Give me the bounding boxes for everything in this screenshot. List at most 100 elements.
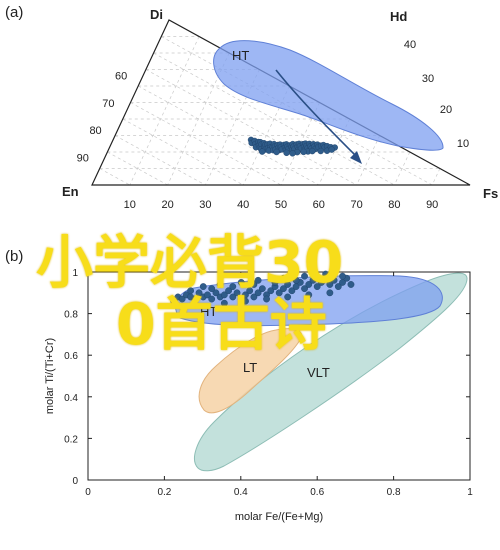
scatter-point bbox=[195, 289, 203, 297]
ternary-tick-labels: 10 20 30 40 50 60 70 80 90 60 70 80 90 10 20 30 40 bbox=[77, 39, 469, 211]
right-tick-label: 30 bbox=[422, 73, 434, 85]
y-tick-label: 1 bbox=[72, 268, 78, 279]
scatter-point bbox=[322, 270, 330, 278]
ternary-point bbox=[273, 148, 280, 156]
scatter-point bbox=[250, 293, 258, 301]
scatter-point bbox=[280, 274, 287, 282]
ternary-point bbox=[283, 149, 290, 157]
vlt-field-label: VLT bbox=[307, 365, 330, 380]
ternary-grid-line bbox=[153, 52, 395, 186]
scatter-point bbox=[258, 285, 266, 293]
left-tick-label: 90 bbox=[77, 153, 89, 165]
bottom-tick-label: 20 bbox=[161, 199, 173, 211]
bottom-tick-label: 90 bbox=[426, 199, 438, 211]
bottom-tick-label: 70 bbox=[350, 199, 362, 211]
left-tick-label: 70 bbox=[102, 98, 114, 110]
scatter-point bbox=[208, 295, 216, 303]
scatter-point bbox=[208, 285, 216, 293]
x-tick-label: 0 bbox=[85, 487, 91, 498]
scatter-point bbox=[204, 291, 211, 299]
scatter-point bbox=[280, 285, 287, 293]
lt-field bbox=[198, 328, 303, 414]
ternary-point bbox=[258, 148, 266, 155]
scatter-point bbox=[267, 287, 275, 295]
scatter-point bbox=[220, 299, 228, 307]
right-tick-label: 20 bbox=[440, 104, 452, 116]
bottom-tick-label: 10 bbox=[124, 199, 136, 211]
scatter-point bbox=[288, 287, 296, 295]
vertex-label-hd: Hd bbox=[390, 9, 407, 24]
scatter-point bbox=[220, 291, 228, 299]
x-tick-label: 0.8 bbox=[387, 487, 401, 498]
ternary-point bbox=[309, 147, 316, 155]
scatter-point bbox=[305, 281, 313, 288]
scatter-point bbox=[334, 283, 342, 290]
scatter-point bbox=[229, 283, 237, 290]
vertex-label-fs: Fs bbox=[483, 186, 498, 201]
scatter-point bbox=[191, 295, 199, 303]
scatter-point bbox=[254, 289, 262, 297]
trend-arrow-head bbox=[350, 151, 362, 164]
scatter-point bbox=[229, 293, 237, 301]
ht-field-label-b: HT bbox=[200, 304, 217, 319]
panel-label-b: (b) bbox=[5, 248, 23, 265]
trend-arrow bbox=[275, 69, 357, 157]
left-tick-label: 60 bbox=[115, 70, 127, 82]
scatter-point bbox=[271, 278, 279, 286]
y-tick-label: 0.4 bbox=[64, 393, 78, 404]
scatter-point bbox=[225, 287, 232, 295]
ternary-point bbox=[289, 150, 296, 157]
bottom-tick-label: 50 bbox=[275, 199, 287, 211]
ht-field-b bbox=[175, 275, 443, 327]
ternary-point bbox=[317, 147, 324, 155]
scatter-point bbox=[254, 276, 262, 284]
x-tick-label: 0.4 bbox=[234, 487, 248, 498]
plot-frame bbox=[87, 271, 471, 481]
y-tick-label: 0.2 bbox=[64, 434, 78, 445]
ternary-point bbox=[328, 146, 335, 153]
y-axis-label: molar Ti/(Ti+Cr) bbox=[44, 338, 56, 414]
ht-field-label: HT bbox=[232, 48, 249, 63]
x-tick-label: 0.2 bbox=[157, 487, 171, 498]
lt-field-label: LT bbox=[243, 360, 257, 375]
bottom-tick-label: 60 bbox=[313, 199, 325, 211]
y-tick-label: 0.6 bbox=[64, 351, 78, 362]
vertex-label-en: En bbox=[62, 184, 79, 199]
scatter-point bbox=[275, 289, 283, 297]
bottom-tick-label: 40 bbox=[237, 199, 249, 211]
y-tick-label: 0 bbox=[72, 476, 78, 487]
scatter-point bbox=[263, 295, 270, 303]
scatter-point bbox=[313, 283, 321, 290]
scatter-point bbox=[237, 278, 245, 286]
ternary-points bbox=[247, 136, 338, 157]
scatter-panel: (b) HT LT VLT 0 0.2 0.4 0.6 0.8 1 0 0.2 0.4 0.6 0.… bbox=[5, 248, 473, 523]
scatter-point bbox=[187, 287, 195, 295]
ternary-grid-line bbox=[138, 85, 319, 186]
scatter-point bbox=[212, 289, 220, 297]
x-tick-label: 1 bbox=[467, 487, 473, 498]
ternary-panel: (a) HT Di Hd En Fs 10 20 30 40 50 60 70 80 90 60 7… bbox=[5, 4, 498, 211]
right-tick-label: 40 bbox=[404, 39, 416, 51]
ternary-grid-line bbox=[122, 118, 244, 186]
ternary-grid-line bbox=[145, 69, 357, 186]
bottom-tick-label: 80 bbox=[388, 199, 400, 211]
scatter-point bbox=[199, 283, 207, 290]
scatter-points bbox=[170, 270, 355, 307]
scatter-point bbox=[284, 281, 292, 288]
ternary-grid-line bbox=[99, 168, 130, 186]
scatter-point bbox=[284, 293, 292, 301]
left-tick-label: 80 bbox=[89, 125, 101, 137]
scatter-point bbox=[305, 291, 313, 299]
scatter-point bbox=[347, 281, 355, 288]
ternary-grid-line bbox=[114, 135, 206, 186]
scatter-point bbox=[318, 278, 325, 286]
scatter-point bbox=[250, 281, 258, 288]
vertex-label-di: Di bbox=[150, 7, 163, 22]
scatter-point bbox=[242, 297, 249, 305]
right-tick-label: 10 bbox=[457, 138, 469, 150]
scatter-point bbox=[330, 276, 338, 284]
scatter-point bbox=[292, 276, 300, 284]
scatter-point bbox=[326, 281, 334, 288]
scatter-point bbox=[170, 297, 178, 305]
